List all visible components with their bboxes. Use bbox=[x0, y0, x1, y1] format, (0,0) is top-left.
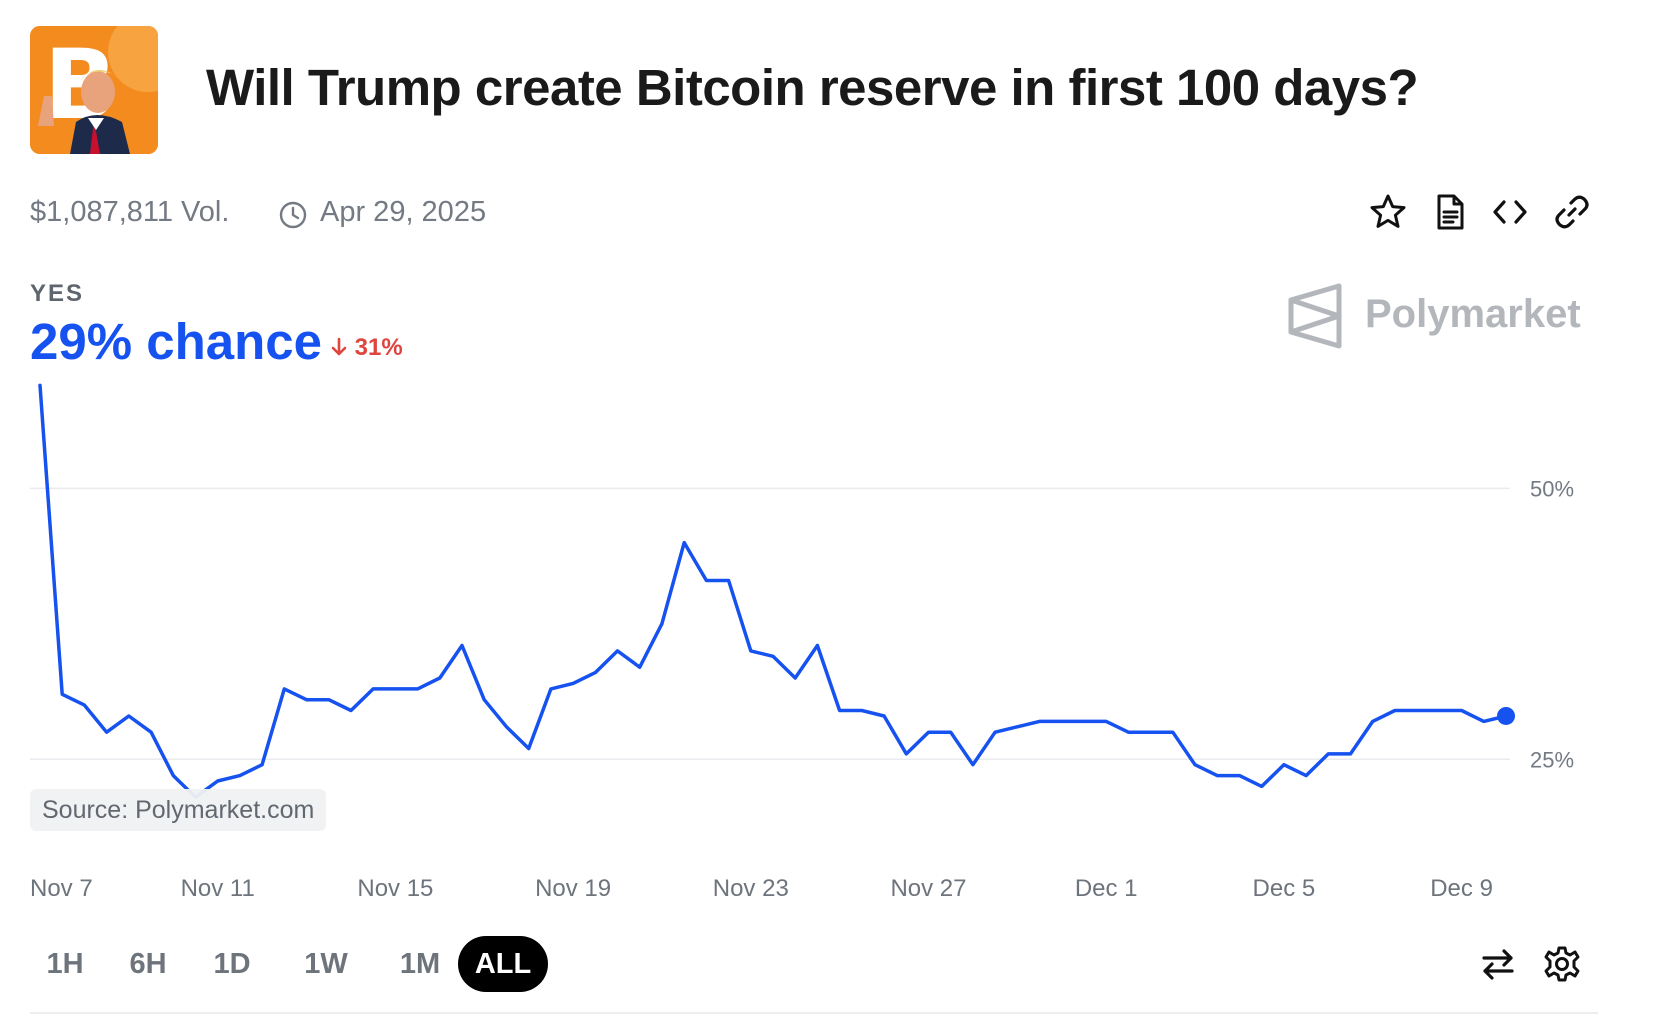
x-tick-label: Nov 15 bbox=[357, 875, 433, 900]
range-1h-button[interactable]: 1H bbox=[46, 948, 84, 980]
chart-gridlines bbox=[30, 487, 1510, 761]
x-tick-label: Dec 9 bbox=[1430, 875, 1493, 900]
settings-icon[interactable] bbox=[1542, 944, 1582, 989]
change-value: 31% bbox=[354, 334, 403, 361]
source-watermark: Source: Polymarket.com bbox=[30, 789, 327, 831]
outcome-label: YES bbox=[30, 280, 85, 307]
x-tick-label: Nov 27 bbox=[890, 875, 966, 900]
price-chart: 50%25% Nov 7 Nov 11 Nov 15 Nov 19 Nov 23 Nov … bbox=[30, 383, 1574, 900]
document-icon[interactable] bbox=[1430, 192, 1470, 237]
y-tick-label: 50% bbox=[1530, 476, 1574, 501]
market-title: Will Trump create Bitcoin reserve in fir… bbox=[206, 59, 1419, 116]
y-tick-label: 25% bbox=[1530, 747, 1574, 772]
series-line bbox=[38, 383, 1508, 799]
clock-icon bbox=[278, 200, 308, 230]
y-axis-labels: 50% 25% bbox=[1530, 476, 1574, 772]
change-badge: 31% bbox=[330, 334, 403, 362]
x-tick-label: Nov 19 bbox=[535, 875, 611, 900]
x-tick-label: Nov 11 bbox=[181, 875, 255, 900]
range-6h-button[interactable]: 6H bbox=[129, 948, 167, 980]
range-all-button[interactable]: ALL bbox=[458, 936, 548, 992]
x-tick-label: Nov 7 bbox=[30, 875, 93, 900]
brand-logo: Polymarket bbox=[1285, 282, 1581, 352]
link-icon[interactable] bbox=[1552, 192, 1592, 237]
end-date: Apr 29, 2025 bbox=[320, 196, 487, 228]
code-icon[interactable] bbox=[1490, 192, 1530, 237]
swap-icon[interactable] bbox=[1478, 944, 1518, 989]
brand-name: Polymarket bbox=[1365, 292, 1581, 336]
range-1m-button[interactable]: 1M bbox=[399, 948, 441, 980]
last-point-marker bbox=[1497, 706, 1515, 725]
x-tick-label: Dec 5 bbox=[1253, 875, 1316, 900]
market-thumbnail: B bbox=[30, 26, 158, 154]
x-tick-label: Dec 1 bbox=[1075, 875, 1138, 900]
star-icon[interactable] bbox=[1368, 192, 1408, 237]
bottom-divider bbox=[30, 1012, 1598, 1014]
polymarket-logo-icon bbox=[1288, 283, 1342, 349]
chance-value: 29% chance bbox=[30, 313, 323, 370]
x-tick-label: Nov 23 bbox=[713, 875, 789, 900]
range-1w-button[interactable]: 1W bbox=[304, 948, 348, 980]
arrow-down-icon bbox=[330, 334, 355, 361]
volume-text: $1,087,811 Vol. bbox=[30, 196, 230, 228]
range-1d-button[interactable]: 1D bbox=[213, 948, 251, 980]
x-axis-labels: Nov 7 Nov 11 Nov 15 Nov 19 Nov 23 Nov 27 Dec 1… bbox=[30, 875, 1493, 900]
